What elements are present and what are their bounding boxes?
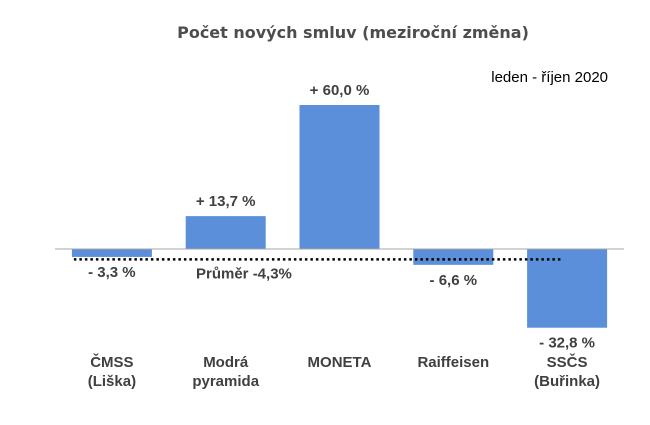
period-annotation: leden - říjen 2020 (491, 69, 608, 86)
bar (413, 249, 494, 265)
bar (185, 216, 266, 249)
chart-title: Počet nových smluv (meziroční změna) (177, 23, 529, 42)
bars-layer (55, 105, 624, 328)
average-label: Průměr -4,3% (196, 265, 292, 282)
data-label: + 13,7 % (196, 193, 256, 210)
category-label: pyramida (192, 373, 259, 390)
category-label: (Buřinka) (534, 373, 600, 390)
category-label: (Liška) (88, 373, 136, 390)
bar (71, 249, 152, 257)
data-label: - 3,3 % (88, 264, 136, 281)
data-label: + 60,0 % (310, 82, 370, 99)
data-label: - 6,6 % (430, 272, 478, 289)
bar (299, 105, 380, 249)
category-label: MONETA (308, 354, 372, 371)
category-label: Raiffeisen (417, 354, 489, 371)
category-label: Modrá (203, 354, 249, 371)
labels-layer: - 3,3 % ČMSS (Liška) + 13,7 % Modrá pyramida +… (88, 82, 600, 390)
category-label: SSČS (547, 353, 588, 371)
bar (527, 249, 608, 328)
category-label: ČMSS (90, 353, 133, 371)
data-label: - 32,8 % (539, 335, 595, 352)
